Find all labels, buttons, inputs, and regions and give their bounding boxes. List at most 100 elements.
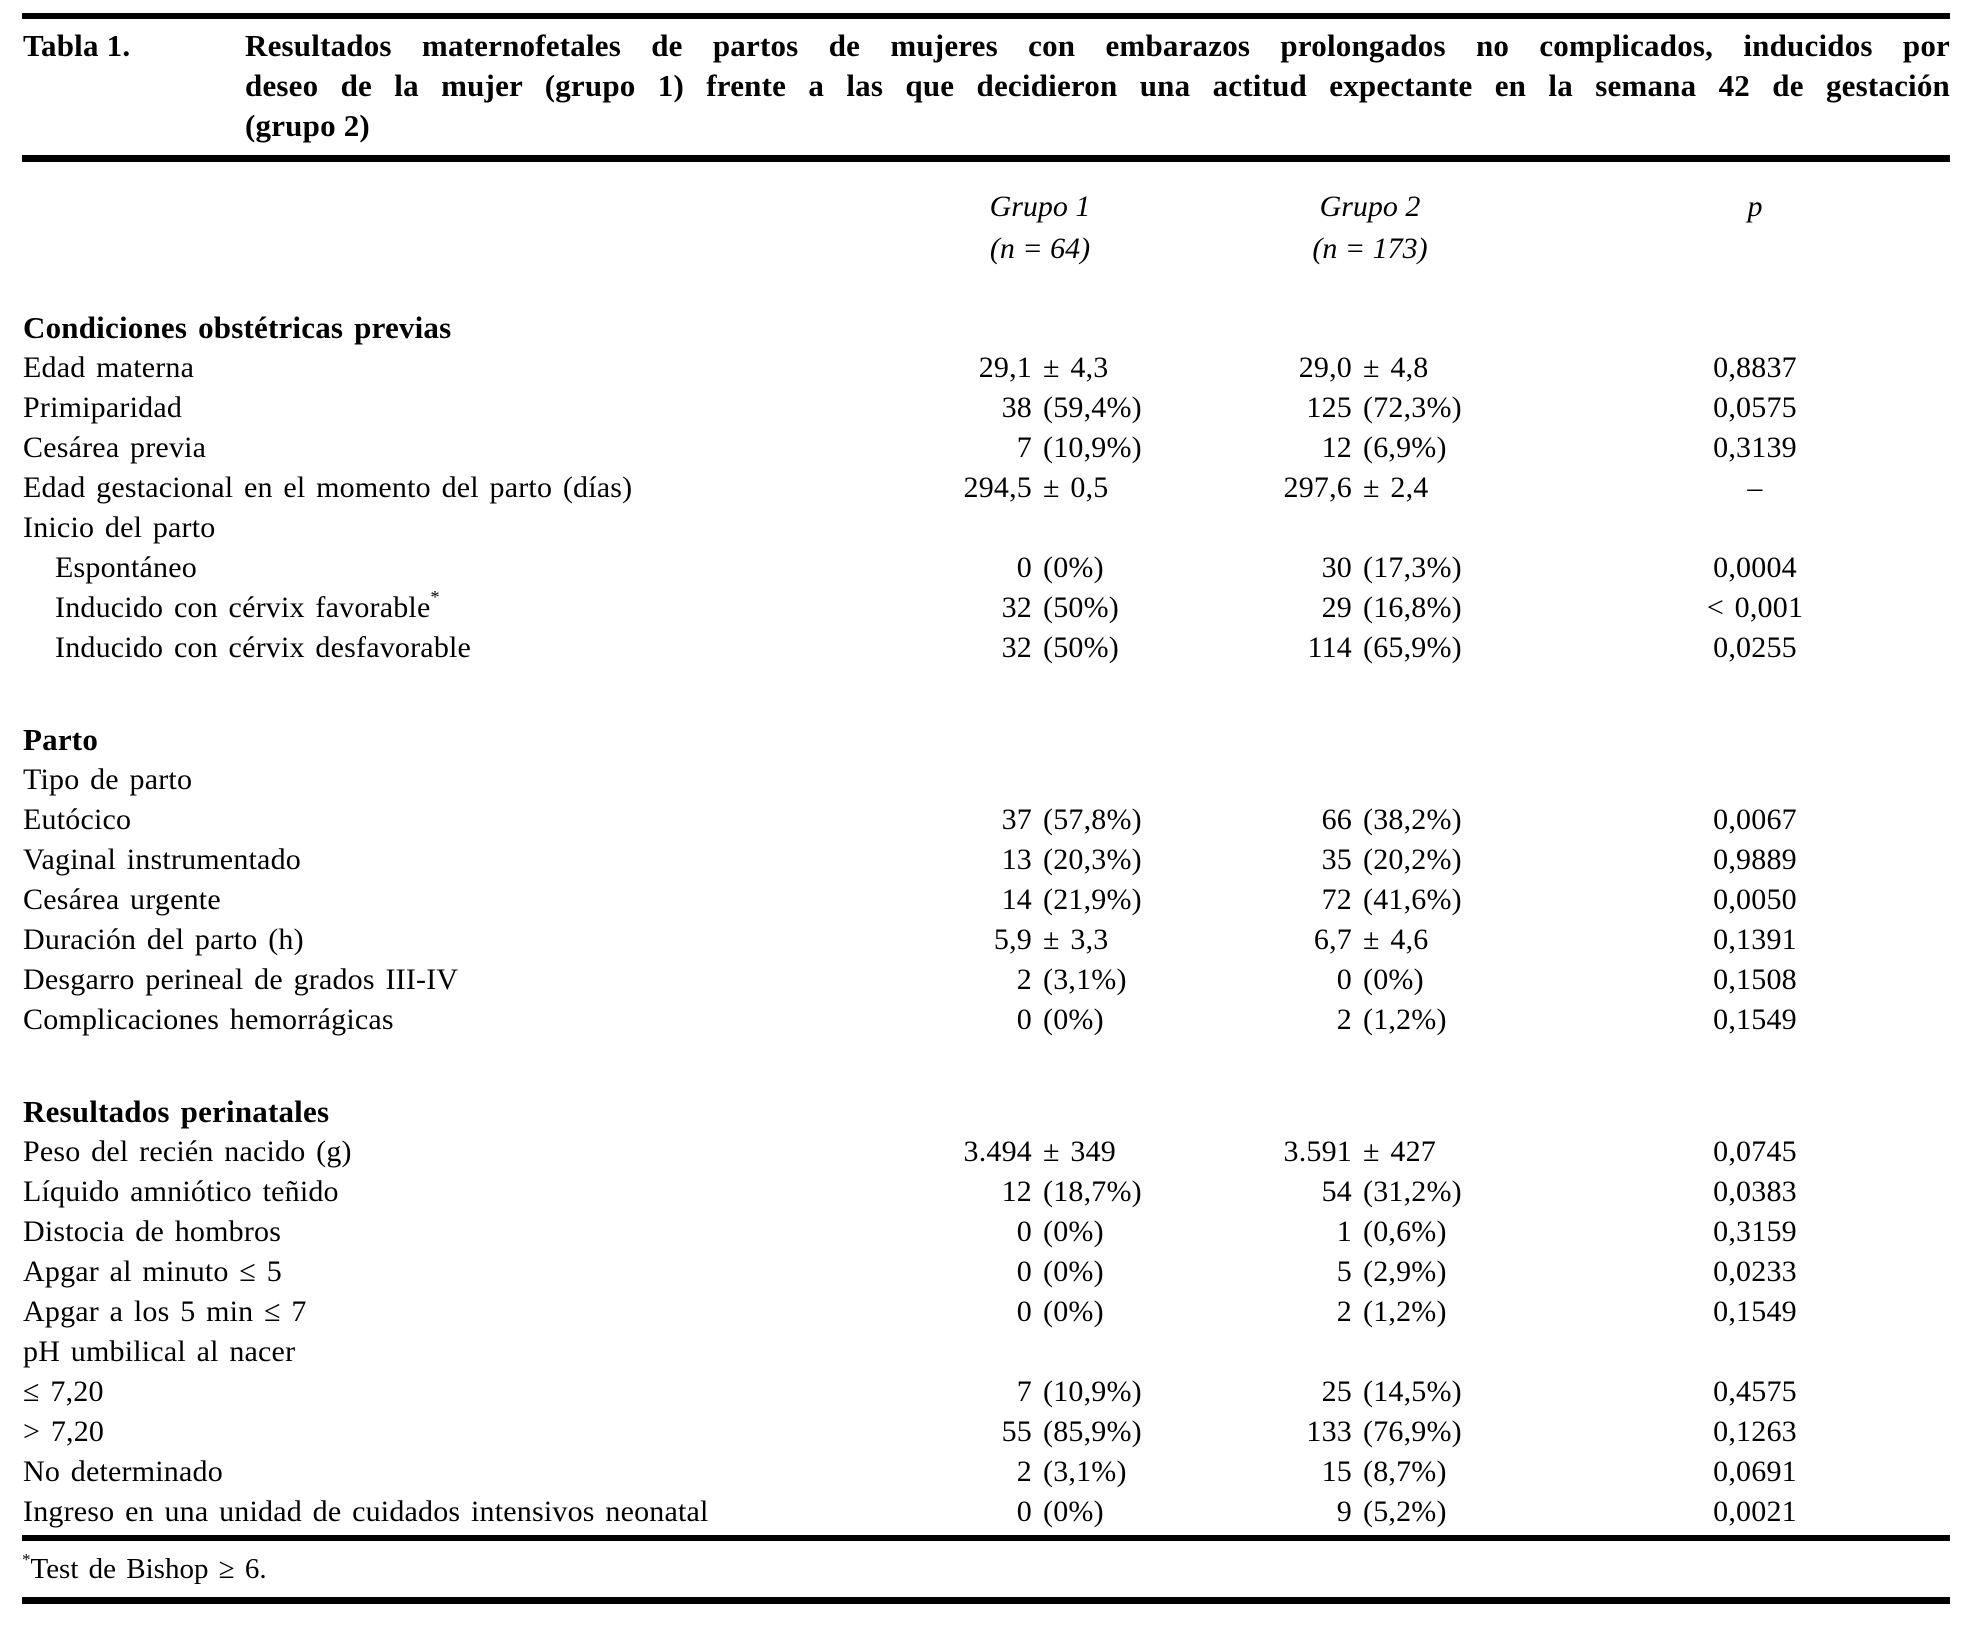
row-label: Primiparidad [22,388,880,428]
p-value: 0,0575 [1713,391,1797,424]
p-value: 0,0004 [1713,551,1797,584]
value-detail: (1,2%) [1363,1295,1447,1328]
value-group1: 38 (59,4%) [880,388,1200,428]
value-count: 3.494 [963,1135,1032,1168]
row-label: Tipo de parto [22,760,880,800]
table-title: Resultados maternofetales de partos de m… [245,26,1950,146]
table-title-line: Resultados maternofetales de partos de m… [245,28,1950,63]
row-label: Eutócico [22,800,880,840]
value-group1: 3.494 ± 349 [880,1132,1200,1172]
table-row: Tipo de parto [22,760,1950,800]
row-label-text: Ingreso en una unidad de cuidados intens… [23,1495,709,1528]
row-label-text: Inducido con cérvix desfavorable [55,631,472,664]
value-group1: 7 (10,9%) [880,1372,1200,1412]
table-row: Inicio del parto [22,508,1950,548]
value-group2 [1200,1332,1540,1372]
value-detail: (0%) [1043,1003,1104,1036]
value-count: 55 [1001,1415,1032,1448]
row-label: Líquido amniótico teñido [22,1172,880,1212]
value-group1: 294,5 ± 0,5 [880,468,1200,508]
value-detail: (14,5%) [1363,1375,1462,1408]
title-rule [22,155,1950,162]
value-group2 [1200,308,1540,348]
row-label: Apgar a los 5 min ≤ 7 [22,1292,880,1332]
p-value: 0,1549 [1713,1003,1797,1036]
value-detail: ± 4,3 [1043,351,1109,384]
p-value: 0,8837 [1713,351,1797,384]
value-count: 12 [1001,1175,1032,1208]
value-group1 [880,1092,1200,1132]
table-body: Condiciones obstétricas previas Edad mate… [22,308,1950,1532]
row-label: Resultados perinatales [22,1092,880,1132]
value-count: 6,7 [1313,923,1352,956]
row-label-text: Desgarro perineal de grados III-IV [23,963,459,996]
value-group1: 32 (50%) [880,588,1200,628]
value-count: 32 [1001,591,1032,624]
row-label: No determinado [22,1452,880,1492]
value-count: 5 [1336,1255,1352,1288]
row-label-text: Eutócico [23,803,132,836]
value-detail: (3,1%) [1043,1455,1127,1488]
value-detail: (3,1%) [1043,963,1127,996]
value-count: 7 [1016,431,1032,464]
row-label-text: Edad materna [23,351,195,384]
footnote-marker: * [22,1550,31,1569]
value-detail: (38,2%) [1363,803,1462,836]
value-group1: 0 (0%) [880,1492,1200,1532]
value-detail: (0%) [1043,1215,1104,1248]
value-group2: 29 (16,8%) [1200,588,1540,628]
table-row: Primiparidad 38 (59,4%) 125 (72,3%) 0,0575 [22,388,1950,428]
value-detail: (41,6%) [1363,883,1462,916]
p-value: 0,4575 [1713,1375,1797,1408]
row-label: Inicio del parto [22,508,880,548]
value-count: 29,0 [1298,351,1352,384]
row-label-text: Apgar a los 5 min ≤ 7 [23,1295,307,1328]
value-count: 9 [1336,1495,1352,1528]
row-label: Espontáneo [22,548,880,588]
row-label: Peso del recién nacido (g) [22,1132,880,1172]
value-group2: 30 (17,3%) [1200,548,1540,588]
row-label: Apgar al minuto ≤ 5 [22,1252,880,1292]
value-count: 2 [1336,1003,1352,1036]
value-detail: (0%) [1043,1295,1104,1328]
value-count: 0 [1016,1255,1032,1288]
row-label-text: Inicio del parto [23,511,216,544]
value-group2 [1200,1092,1540,1132]
value-group2: 6,7 ± 4,6 [1200,920,1540,960]
value-detail: (20,2%) [1363,843,1462,876]
value-group2: 35 (20,2%) [1200,840,1540,880]
row-label: Distocia de hombros [22,1212,880,1252]
value-detail: (57,8%) [1043,803,1142,836]
table-row: Eutócico 37 (57,8%) 66 (38,2%) 0,0067 [22,800,1950,840]
value-count: 0 [1016,551,1032,584]
table-row: pH umbilical al nacer [22,1332,1950,1372]
row-label: Duración del parto (h) [22,920,880,960]
value-detail: (6,9%) [1363,431,1447,464]
value-group1 [880,1332,1200,1372]
value-group1: 0 (0%) [880,1000,1200,1040]
table-row: Parto [22,720,1950,760]
p-value: 0,0255 [1713,631,1797,664]
value-group2: 72 (41,6%) [1200,880,1540,920]
value-detail: (65,9%) [1363,631,1462,664]
value-group1: 0 (0%) [880,1292,1200,1332]
value-detail: (18,7%) [1043,1175,1142,1208]
column-header-p: p [1747,190,1763,223]
value-count: 30 [1321,551,1352,584]
row-label-text: Parto [23,722,99,757]
footnote-marker: * [430,587,440,607]
value-count: 72 [1321,883,1352,916]
value-detail: (21,9%) [1043,883,1142,916]
footer-rule [22,1535,1950,1541]
p-value: 0,3159 [1713,1215,1797,1248]
value-group1: 12 (18,7%) [880,1172,1200,1212]
value-count: 3.591 [1283,1135,1352,1168]
table-sheet: Tabla 1. Resultados maternofetales de pa… [0,13,1972,1604]
table-row: Cesárea urgente 14 (21,9%) 72 (41,6%) 0,0050 [22,880,1950,920]
p-value [1540,1332,1928,1372]
value-detail: (1,2%) [1363,1003,1447,1036]
row-label: ≤ 7,20 [22,1372,880,1412]
table-row: ≤ 7,20 7 (10,9%) 25 (14,5%) 0,4575 [22,1372,1950,1412]
value-count: 35 [1321,843,1352,876]
table-row: Distocia de hombros 0 (0%) 1 (0,6%) 0,3159 [22,1212,1950,1252]
